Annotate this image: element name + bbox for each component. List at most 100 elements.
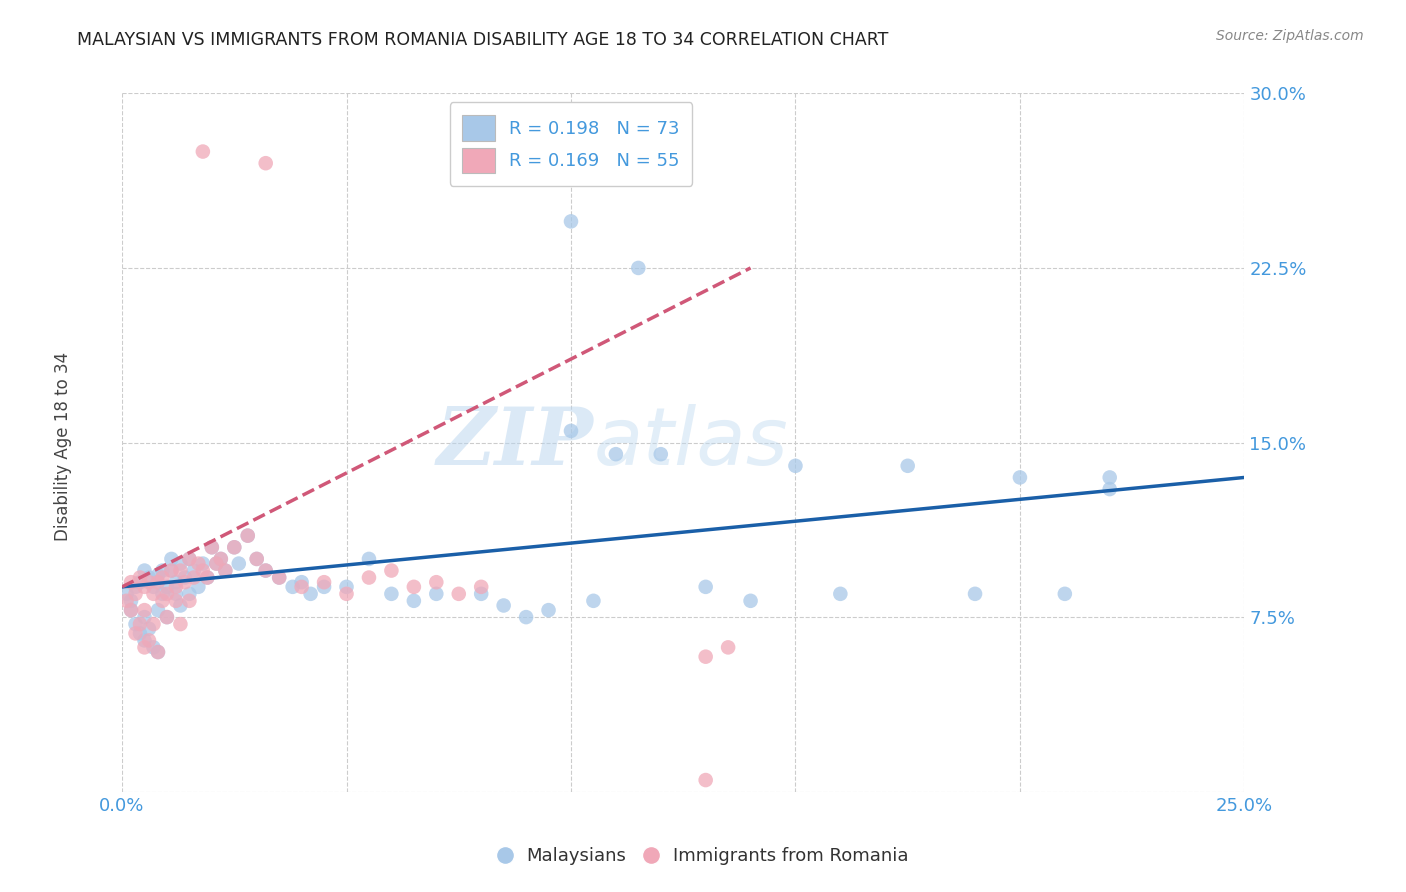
Point [124,626,146,640]
Point [246,552,269,566]
Point [209,552,232,566]
Point [124,617,146,632]
Text: MALAYSIAN VS IMMIGRANTS FROM ROMANIA DISABILITY AGE 18 TO 34 CORRELATION CHART: MALAYSIAN VS IMMIGRANTS FROM ROMANIA DIS… [77,31,889,49]
Point [174,570,197,584]
Point [191,145,214,159]
Point [183,564,205,578]
Point [740,594,762,608]
Point [120,575,142,590]
Point [312,580,335,594]
Point [1098,482,1121,496]
Point [205,557,228,571]
Point [129,617,152,632]
Point [146,575,169,590]
Point [1098,470,1121,484]
Point [209,552,232,566]
Point [425,575,447,590]
Point [785,458,807,473]
Point [191,557,214,571]
Point [357,570,380,584]
Point [179,587,201,601]
Point [201,541,224,555]
Point [138,570,160,584]
Point [146,603,169,617]
Point [174,575,197,590]
Point [169,617,191,632]
Point [134,564,156,578]
Point [492,599,515,613]
Point [214,564,236,578]
Point [142,580,165,594]
Point [695,649,717,664]
Point [179,552,201,566]
Point [269,570,291,584]
Point [152,594,174,608]
Point [169,557,191,571]
Point [380,564,402,578]
Point [156,587,179,601]
Point [425,587,447,601]
Point [402,594,425,608]
Point [214,564,236,578]
Point [138,633,160,648]
Point [515,610,537,624]
Point [134,603,156,617]
Point [357,552,380,566]
Point [335,580,357,594]
Point [897,458,920,473]
Point [187,557,209,571]
Point [124,580,146,594]
Point [187,580,209,594]
Text: ZIP: ZIP [436,404,593,482]
Point [142,587,165,601]
Point [115,587,138,601]
Point [335,587,357,601]
Point [254,564,277,578]
Point [236,528,259,542]
Point [228,557,250,571]
Text: Source: ZipAtlas.com: Source: ZipAtlas.com [1216,29,1364,43]
Point [254,156,277,170]
Point [142,640,165,655]
Point [146,645,169,659]
Point [160,552,183,566]
Point [191,564,214,578]
Point [124,587,146,601]
Point [138,575,160,590]
Point [160,564,183,578]
Point [470,587,492,601]
Point [201,541,224,555]
Point [224,541,246,555]
Point [142,617,165,632]
Point [291,575,314,590]
Point [281,580,304,594]
Point [134,640,156,655]
Point [156,580,179,594]
Point [1053,587,1076,601]
Point [246,552,269,566]
Point [195,570,218,584]
Point [134,610,156,624]
Point [146,645,169,659]
Point [717,640,740,655]
Point [402,580,425,594]
Point [560,214,582,228]
Point [830,587,852,601]
Point [470,580,492,594]
Point [156,610,179,624]
Point [605,447,627,461]
Point [537,603,560,617]
Point [695,580,717,594]
Point [269,570,291,584]
Point [560,424,582,438]
Point [165,587,187,601]
Point [120,603,142,617]
Point [291,580,314,594]
Point [582,594,605,608]
Point [254,564,277,578]
Point [224,541,246,555]
Point [160,564,183,578]
Point [695,773,717,788]
Point [169,599,191,613]
Point [179,552,201,566]
